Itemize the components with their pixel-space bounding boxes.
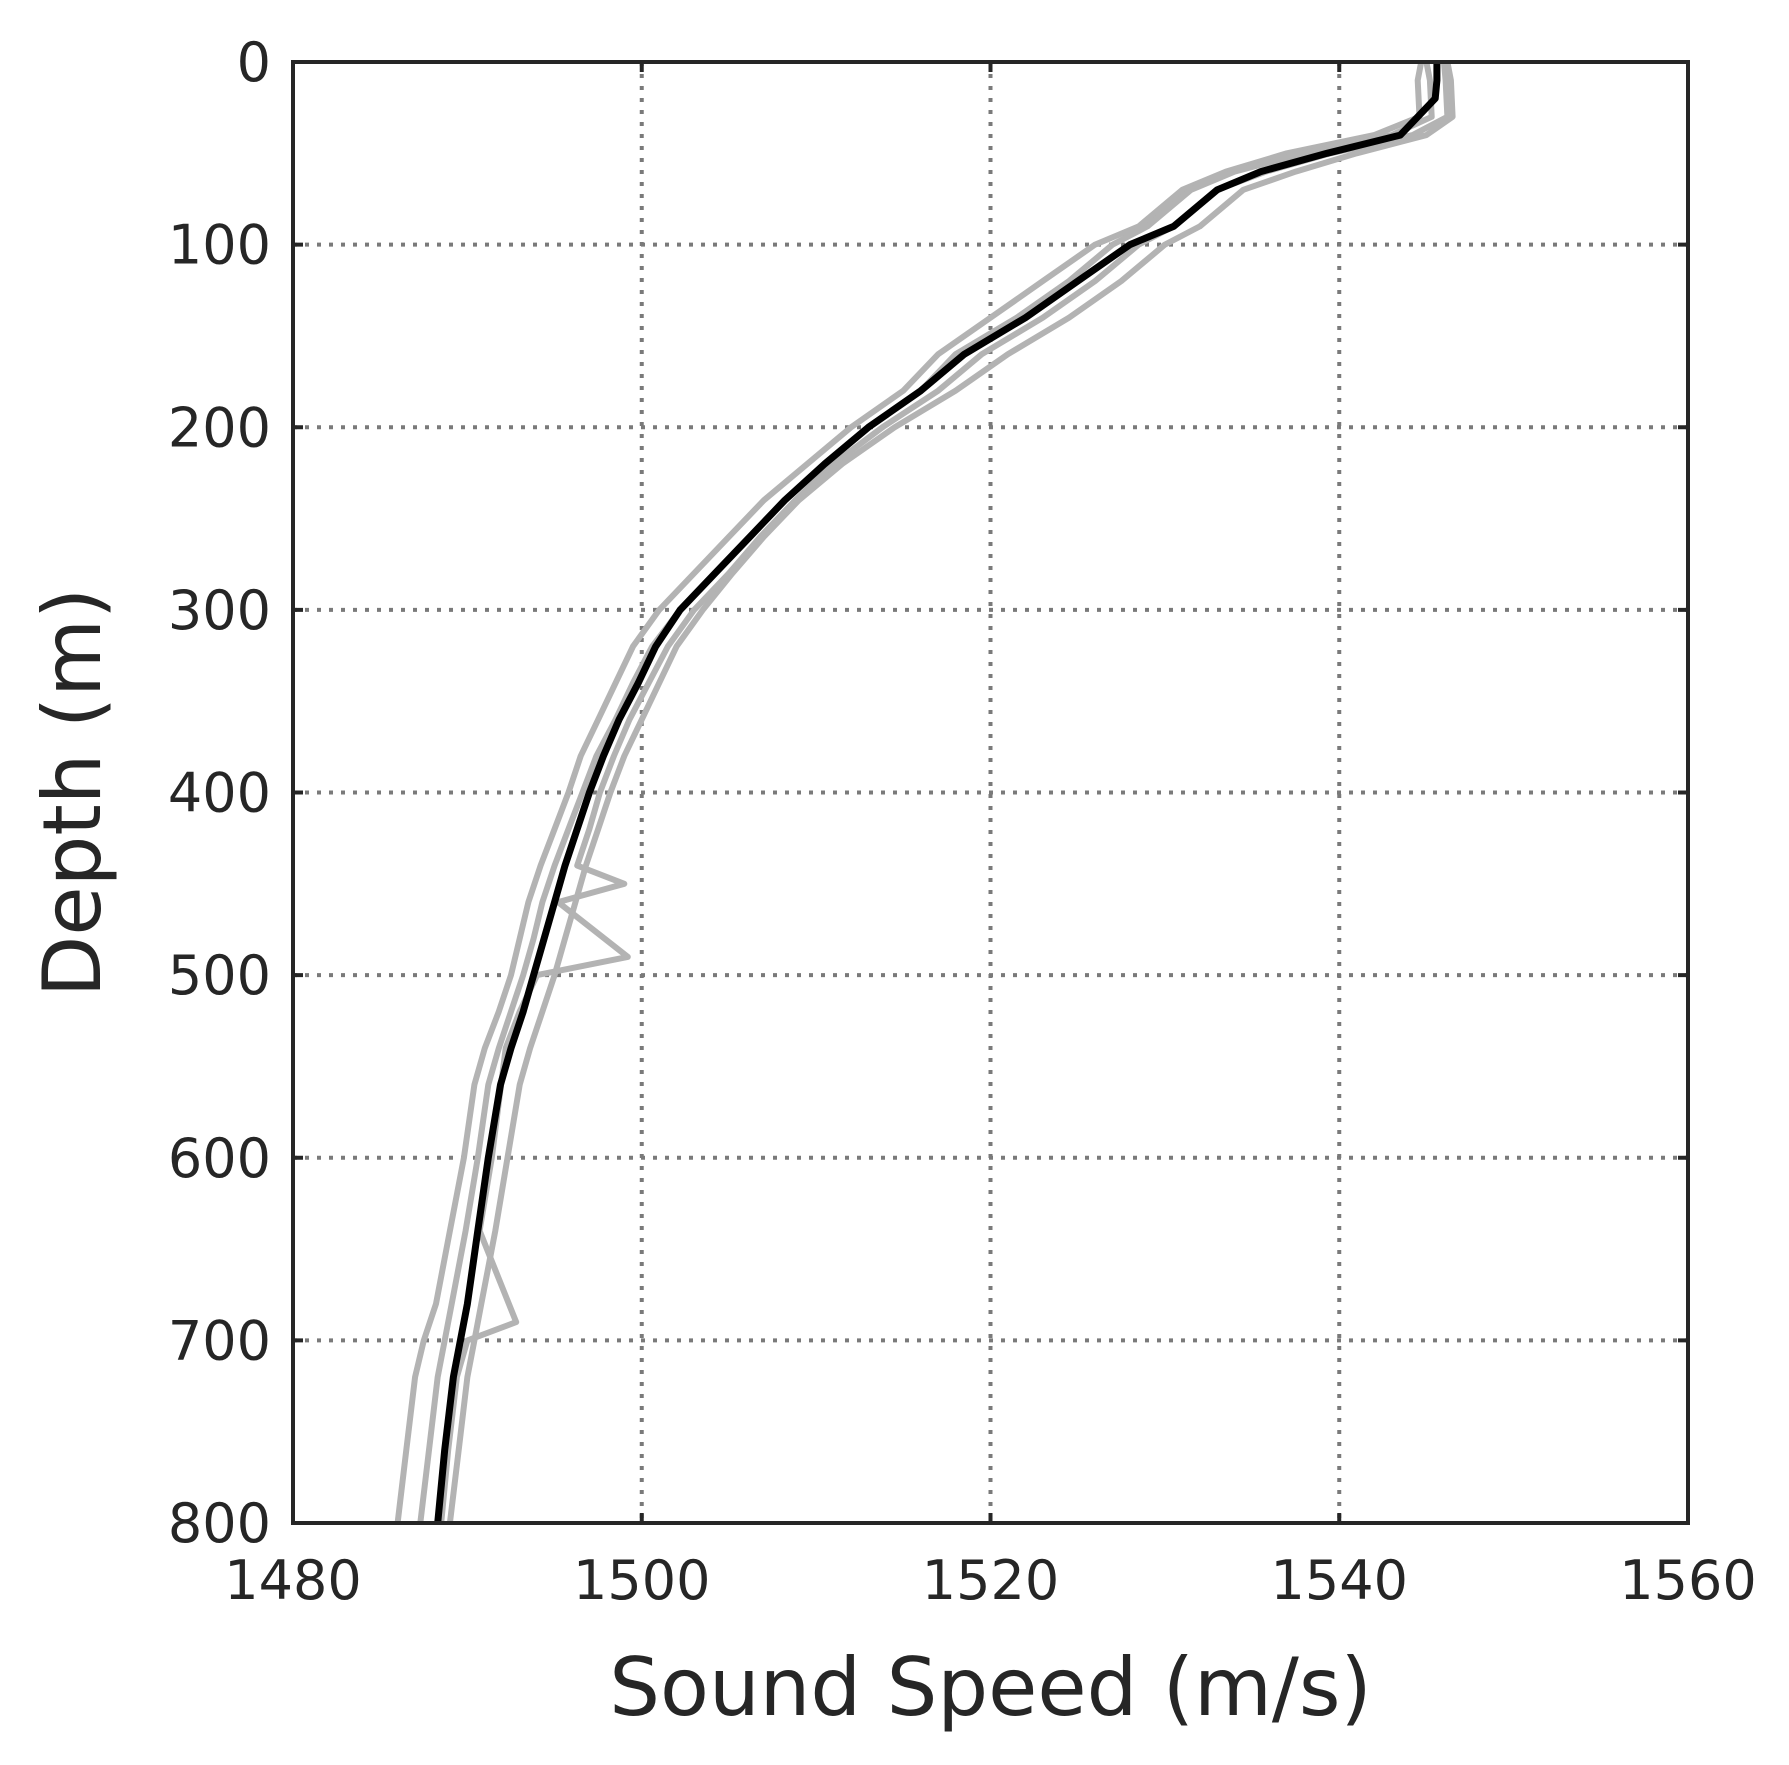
ticks: 1480 1500 1520 1540 1560 0 100 200 300 400 500 600 7… <box>168 31 1757 1612</box>
x-tick-label: 1500 <box>573 1549 710 1612</box>
x-tick-label: 1540 <box>1271 1549 1408 1612</box>
y-tick-label: 400 <box>168 762 271 825</box>
x-tick-label: 1480 <box>224 1549 361 1612</box>
y-tick-label: 700 <box>168 1309 271 1372</box>
x-tick-label: 1560 <box>1619 1549 1756 1612</box>
x-tick-label: 1520 <box>922 1549 1059 1612</box>
y-tick-label: 0 <box>237 31 271 94</box>
y-tick-label: 200 <box>168 396 271 459</box>
series-group <box>394 62 1456 1523</box>
y-tick-label: 100 <box>168 214 271 277</box>
y-axis-title: Depth (m) <box>26 588 119 997</box>
individual-profile-line <box>394 62 1425 1523</box>
y-tick-label: 600 <box>168 1127 271 1190</box>
grid <box>293 62 1688 1523</box>
individual-profile-line <box>446 62 1456 1523</box>
y-tick-label: 800 <box>168 1492 271 1555</box>
y-tick-label: 300 <box>168 579 271 642</box>
x-axis-title: Sound Speed (m/s) <box>609 1641 1372 1734</box>
y-tick-label: 500 <box>168 944 271 1007</box>
mean-profile-line <box>434 62 1441 1523</box>
